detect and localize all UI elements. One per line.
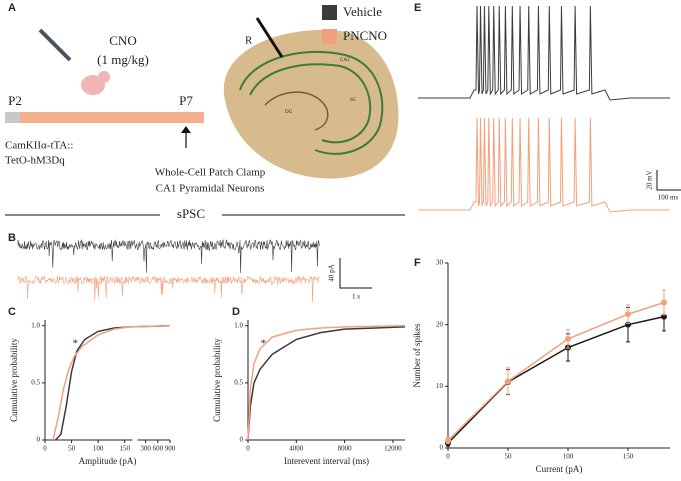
hippocampus [223, 17, 399, 179]
region: DG [285, 110, 293, 115]
marker [505, 378, 511, 385]
scale-label: 1 s [352, 293, 360, 301]
y-tick-label: 1.0 [234, 321, 243, 329]
region: CA1 [340, 58, 350, 63]
legend-label: PNCNO [343, 28, 387, 43]
y-tick-label: 20 [436, 320, 444, 328]
genotype: CamKIIα-tTA:: [5, 140, 73, 152]
y-tick-label: 0 [37, 436, 41, 444]
panel-label: D [232, 306, 240, 318]
scale-label: 100 ms [658, 194, 679, 202]
panel-label: A [8, 2, 16, 14]
series-line [447, 315, 665, 444]
panel-label: E [414, 2, 421, 14]
voltage-trace [418, 117, 670, 213]
annotation: * [73, 338, 79, 350]
scale-bar [339, 258, 372, 289]
panel-label: F [414, 257, 421, 269]
recording: CA1 Pyramidal Neurons [156, 183, 265, 195]
x-axis-label: Interevent interval (ms) [284, 456, 369, 466]
y-tick-label: 0.5 [31, 378, 40, 386]
arrow-head [181, 126, 191, 133]
marker [565, 335, 571, 342]
x-tick-label: 0 [446, 453, 450, 461]
electrode: R [245, 35, 253, 47]
x-tick-label: 0 [43, 445, 47, 453]
genotype: TetO-hM3Dq [5, 155, 65, 167]
panel-label: C [8, 306, 16, 318]
y-tick-label: 0 [240, 436, 244, 444]
drug: CNO [109, 33, 136, 48]
x-tick-label: 12000 [384, 445, 402, 453]
legend-label: Vehicle [343, 4, 382, 19]
current-trace [17, 239, 321, 274]
y-tick-label: 0 [440, 444, 444, 452]
annotation: * [261, 338, 267, 350]
x-tick-label: 150 [119, 445, 130, 453]
x-tick-label: 50 [505, 453, 513, 461]
x-tick-label: 900 [165, 445, 176, 453]
y-axis-label: Cumulative probability [212, 338, 222, 422]
series-line [247, 326, 406, 441]
scale-label: 20 mV [646, 170, 654, 189]
x-tick-label: 4000 [289, 445, 304, 453]
dose: (1 mg/kg) [97, 52, 149, 67]
legend-swatch [322, 5, 337, 20]
x-tick-label: 100 [563, 453, 574, 461]
scale-bar [656, 170, 681, 191]
y-tick-label: 0.5 [234, 378, 243, 386]
marker [661, 299, 667, 306]
x-tick-label: 100 [93, 445, 104, 453]
panel-label: B [8, 232, 16, 244]
y-axis-label: Cumulative probability [9, 338, 19, 422]
treatment-bar [20, 112, 204, 123]
syringe [38, 28, 110, 95]
scale-label: 40 pA [328, 264, 336, 281]
voltage-trace [418, 5, 670, 101]
x-tick-label: 0 [246, 445, 250, 453]
x-tick-label: 50 [68, 445, 76, 453]
x-axis-label: Amplitude (pA) [79, 456, 137, 466]
marker [445, 437, 451, 444]
x-tick-label: 300 [140, 445, 151, 453]
legend-swatch [322, 29, 337, 44]
current-trace [17, 275, 320, 303]
x-tick-label: 8000 [338, 445, 353, 453]
section-title: sPSC [177, 206, 205, 221]
series-line [247, 324, 406, 441]
start-age: P2 [8, 93, 22, 108]
end-age: P7 [179, 93, 193, 108]
y-axis-label: Number of spikes [412, 323, 422, 387]
x-tick-label: 150 [623, 453, 634, 461]
x-axis-label: Current (pA) [536, 464, 583, 474]
y-tick-label: 10 [436, 382, 444, 390]
region: SC [350, 98, 357, 103]
x-tick-label: 600 [153, 445, 164, 453]
marker [625, 311, 631, 318]
y-tick-label: 1.0 [31, 321, 40, 329]
series-line [52, 324, 171, 441]
recording: Whole-Cell Patch Clamp [155, 167, 266, 179]
pre-treatment-bar [5, 112, 20, 123]
y-tick-label: 30 [436, 259, 444, 267]
